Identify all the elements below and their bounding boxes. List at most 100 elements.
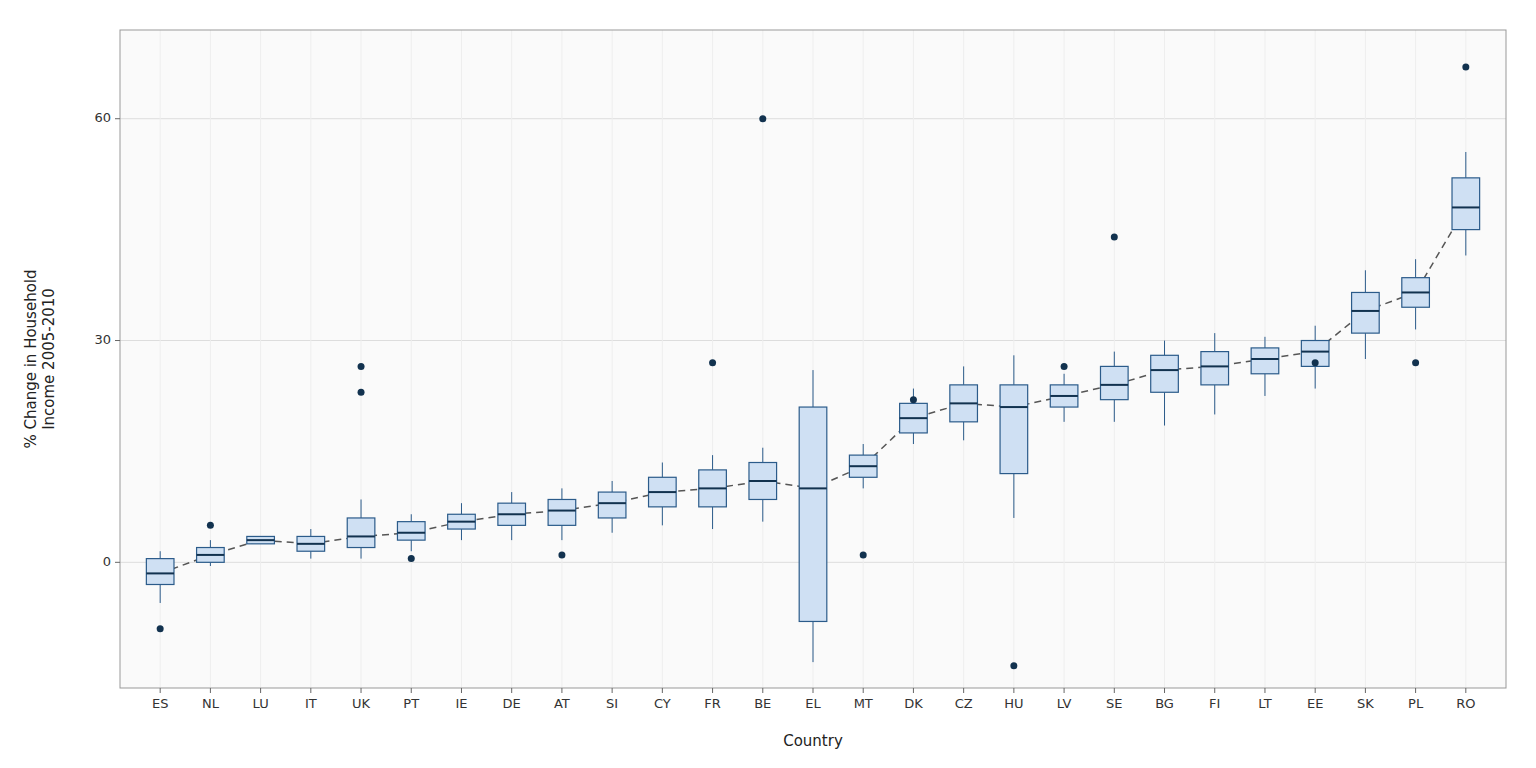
whisker (662, 507, 663, 525)
whisker (361, 499, 362, 517)
whisker (712, 507, 713, 529)
box-group (498, 492, 526, 540)
tick-label: 30 (94, 332, 111, 347)
tick-mark (210, 688, 211, 693)
tick-label: SK (1357, 696, 1374, 711)
whisker (1214, 385, 1215, 415)
whisker (411, 540, 412, 551)
tick-mark (963, 688, 964, 693)
tick-mark (762, 688, 763, 693)
whisker (1013, 474, 1014, 518)
box (347, 518, 375, 548)
box-group (1402, 259, 1430, 366)
box (1000, 385, 1028, 474)
tick-label: FI (1209, 696, 1220, 711)
median (598, 502, 626, 504)
whisker (160, 584, 161, 602)
whisker (1164, 341, 1165, 356)
whisker (1465, 230, 1466, 256)
grid-line (310, 30, 311, 688)
tick-mark (1013, 688, 1014, 693)
outlier (358, 389, 365, 396)
box (1151, 355, 1179, 392)
median (1352, 310, 1380, 312)
tick-label: DK (904, 696, 923, 711)
median (1402, 291, 1430, 293)
box-group (1301, 326, 1329, 389)
tick-label: LV (1057, 696, 1072, 711)
whisker (813, 370, 814, 407)
grid (120, 30, 1506, 688)
axis-title-line: % Change in Household (22, 269, 40, 448)
box-group (900, 389, 928, 444)
whisker (411, 514, 412, 521)
whisker (561, 525, 562, 540)
tick-label: SE (1106, 696, 1122, 711)
whisker (1315, 366, 1316, 388)
tick-mark (813, 688, 814, 693)
box (1100, 366, 1128, 399)
whisker (210, 540, 211, 547)
grid-line (712, 30, 713, 688)
box (1452, 178, 1480, 230)
median (1100, 384, 1128, 386)
outlier (207, 522, 214, 529)
whisker (813, 621, 814, 662)
box (749, 463, 777, 500)
axes: 03060ESNLLUITUKPTIEDEATSICYFRBEELMTDKCZH… (94, 110, 1475, 711)
tick-mark (411, 688, 412, 693)
outlier (558, 551, 565, 558)
grid-line (913, 30, 914, 688)
box (900, 403, 928, 433)
median (649, 491, 677, 493)
grid-line (1415, 30, 1416, 688)
median (900, 417, 928, 419)
box-group (247, 536, 275, 543)
tick-label: CY (654, 696, 671, 711)
whisker (662, 463, 663, 478)
plot-area (120, 30, 1506, 688)
box (799, 407, 827, 621)
outlier (1061, 363, 1068, 370)
grid-line (260, 30, 261, 688)
outlier (1312, 359, 1319, 366)
median (1201, 365, 1229, 367)
tick-mark (1214, 688, 1215, 693)
box-group (397, 514, 425, 562)
box-group (749, 115, 777, 521)
outlier (408, 555, 415, 562)
median (197, 554, 225, 556)
box (1050, 385, 1078, 407)
tick-mark (662, 688, 663, 693)
median (749, 480, 777, 482)
box (1352, 292, 1380, 333)
median (297, 543, 325, 545)
median (1000, 406, 1028, 408)
box (1402, 278, 1430, 308)
box-group (448, 503, 476, 540)
box (649, 477, 677, 507)
median (548, 510, 576, 512)
box (1251, 348, 1279, 374)
tick-mark (712, 688, 713, 693)
tick-label: RO (1456, 696, 1475, 711)
whisker (612, 518, 613, 533)
whisker (1064, 374, 1065, 385)
box-group (1050, 363, 1078, 422)
whisker (762, 499, 763, 521)
box (699, 470, 727, 507)
whisker (1114, 400, 1115, 422)
tick-label: IE (455, 696, 467, 711)
tick-mark (260, 688, 261, 693)
tick-mark (1365, 688, 1366, 693)
tick-mark (612, 688, 613, 693)
tick-mark (1415, 688, 1416, 693)
outlier (1111, 234, 1118, 241)
box-group (1201, 333, 1229, 414)
grid-line (612, 30, 613, 688)
whisker (1264, 337, 1265, 348)
whisker (1465, 152, 1466, 178)
tick-mark (115, 340, 120, 341)
tick-mark (310, 688, 311, 693)
tick-label: CZ (955, 696, 973, 711)
